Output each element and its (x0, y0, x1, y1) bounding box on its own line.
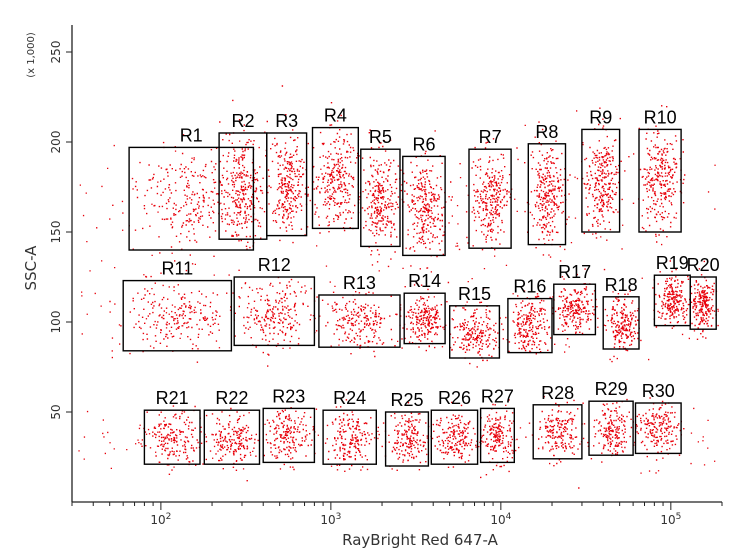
gate-label-r16: R16 (513, 277, 546, 297)
cluster-points-r3 (261, 85, 316, 244)
cluster-points-r18 (604, 290, 642, 363)
gate-label-r17: R17 (558, 262, 591, 282)
gate-regions: R1 R2 R3 R4 R5 R6 R7 R8 R9 R10 R11 R12 R13 R14 R15 R16 R… (122, 106, 720, 467)
gate-label-r13: R13 (343, 273, 376, 293)
gate-r14 (403, 292, 446, 345)
cluster-points-r25 (377, 402, 434, 471)
y-axis-multiplier: (x 1,000) (26, 32, 37, 78)
gate-r7 (468, 148, 512, 249)
gate-label-r9: R9 (589, 107, 612, 127)
gate-label-r23: R23 (272, 386, 305, 406)
cluster-points-r7 (458, 138, 518, 251)
cluster-points-r22 (195, 407, 277, 482)
gate-r22 (203, 409, 261, 465)
gate-label-r4: R4 (324, 106, 347, 126)
gate-r4 (311, 126, 359, 230)
gate-label-r2: R2 (231, 111, 254, 131)
gate-label-r27: R27 (481, 386, 514, 406)
gate-label-r10: R10 (644, 107, 677, 127)
gate-label-r28: R28 (541, 383, 574, 403)
scatter-points (78, 85, 719, 489)
gate-r10 (638, 128, 682, 233)
cluster-points-r19 (652, 260, 691, 329)
gate-r8 (527, 143, 567, 246)
gate-label-r15: R15 (458, 284, 491, 304)
gate-r27 (479, 407, 516, 464)
y-tick-label: 250 (49, 41, 63, 64)
gate-r25 (384, 411, 430, 467)
gate-r9 (581, 128, 621, 233)
gate-label-r25: R25 (390, 390, 423, 410)
gate-r23 (262, 407, 316, 464)
gate-r16 (507, 297, 553, 354)
gate-r26 (430, 409, 479, 465)
x-tick-label: 102 (150, 512, 171, 527)
gate-r11 (122, 279, 233, 352)
cluster-points-r8 (524, 121, 571, 262)
gate-r28 (532, 404, 583, 460)
gate-label-r6: R6 (412, 134, 435, 154)
gate-label-r7: R7 (479, 127, 502, 147)
gate-r17 (553, 283, 597, 336)
cluster-points-r1 (96, 134, 269, 262)
gate-r30 (634, 402, 682, 455)
gate-r20 (689, 276, 717, 330)
gate-label-r14: R14 (408, 271, 441, 291)
gate-r1 (128, 146, 255, 251)
gate-r5 (360, 148, 401, 248)
gate-label-r8: R8 (535, 122, 558, 142)
x-tick-label: 105 (660, 512, 681, 527)
cluster-points-r11 (109, 263, 240, 363)
gate-label-r11: R11 (161, 259, 193, 279)
cluster-points-r14 (399, 281, 465, 352)
gate-r18 (602, 296, 640, 350)
gate-label-r1: R1 (180, 125, 203, 145)
cluster-points-r12 (226, 276, 316, 367)
gate-r13 (318, 294, 401, 348)
y-axis-title: SSC-A (22, 245, 40, 291)
y-tick-label: 50 (49, 404, 63, 419)
y-tick-label: 200 (49, 131, 63, 154)
x-tick-label: 104 (490, 512, 511, 527)
gate-r29 (588, 400, 634, 456)
gate-r6 (402, 155, 446, 257)
gate-r21 (143, 409, 201, 465)
gate-r12 (233, 276, 316, 347)
x-axis-title: RayBright Red 647-A (342, 531, 498, 549)
cluster-points-r16 (505, 290, 556, 355)
gate-r24 (322, 409, 378, 465)
gate-label-r18: R18 (605, 275, 638, 295)
cluster-points-r5 (348, 129, 406, 268)
gate-label-r3: R3 (275, 111, 298, 131)
gate-label-r30: R30 (642, 381, 675, 401)
cluster-points-r4 (305, 102, 364, 234)
gate-label-r22: R22 (215, 388, 248, 408)
gate-label-r20: R20 (687, 255, 720, 275)
cluster-points-r10 (632, 105, 686, 243)
x-tick-label: 103 (320, 512, 341, 527)
gate-r15 (449, 305, 501, 359)
gate-label-r19: R19 (656, 253, 689, 273)
gate-label-r26: R26 (438, 388, 471, 408)
gate-label-r29: R29 (595, 379, 628, 399)
cluster-points-r30 (634, 397, 685, 461)
y-tick-label: 100 (49, 311, 63, 334)
gate-label-r21: R21 (156, 388, 189, 408)
cluster-points-r20 (686, 260, 719, 340)
cluster-points-r23 (254, 407, 318, 471)
cluster-points-r29 (583, 392, 639, 463)
gate-label-r24: R24 (333, 388, 366, 408)
y-tick-label: 150 (49, 221, 63, 244)
axes: 50 100 150 200 250 102 103 104 105 (49, 25, 723, 527)
cluster-points-r27 (480, 399, 520, 479)
cluster-points-r28 (525, 396, 585, 489)
gate-r3 (266, 132, 308, 237)
gate-label-r5: R5 (369, 127, 392, 147)
gate-label-r12: R12 (258, 255, 291, 275)
